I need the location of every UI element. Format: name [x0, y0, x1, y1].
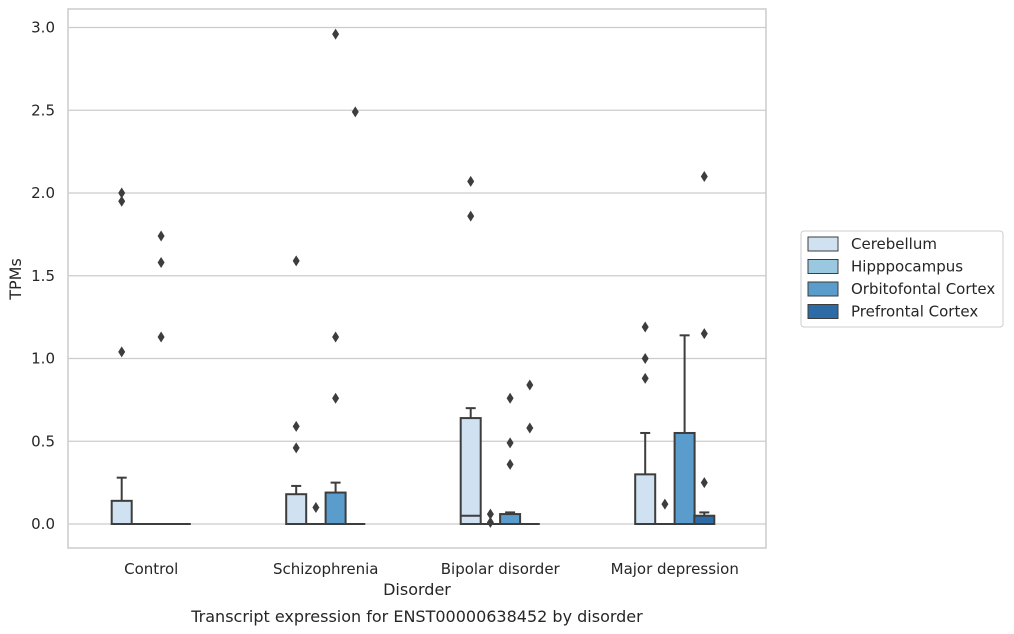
outlier-point	[467, 210, 475, 222]
legend-label: Orbitofontal Cortex	[851, 280, 995, 298]
outlier-point	[486, 508, 494, 520]
legend-swatch	[807, 236, 839, 252]
x-tick-label: Control	[124, 560, 178, 578]
outlier-point	[118, 187, 126, 199]
outlier-point	[641, 372, 649, 384]
box	[110, 499, 133, 525]
legend-label: Hipppocampus	[851, 258, 963, 276]
outlier-point	[506, 458, 514, 470]
legend-swatch	[807, 281, 839, 297]
legend-label: Prefrontal Cortex	[851, 303, 978, 321]
box-group	[480, 508, 501, 528]
outlier-point	[526, 422, 534, 434]
y-tick-label: 2.5	[31, 101, 55, 119]
box-marks	[110, 28, 716, 528]
y-axis-ticks: 0.0 0.5 1.0 1.5 2.0 2.5 3.0	[31, 19, 55, 534]
box-group	[673, 334, 696, 526]
y-tick-label: 0.5	[31, 432, 55, 450]
box-group	[110, 187, 133, 525]
box-group	[654, 498, 675, 525]
x-tick-label: Bipolar disorder	[441, 560, 561, 578]
outlier-point	[486, 516, 494, 528]
outlier-point	[526, 379, 534, 391]
box-group	[634, 321, 657, 526]
outlier-point	[118, 195, 126, 207]
y-tick-label: 2.0	[31, 184, 55, 202]
outlier-point	[118, 346, 126, 358]
outlier-point	[700, 328, 708, 340]
chart-title: Transcript expression for ENST0000063845…	[190, 607, 643, 626]
outlier-point	[292, 255, 300, 267]
outlier-point	[157, 257, 165, 269]
box-group	[519, 379, 540, 525]
outlier-point	[661, 498, 669, 510]
box	[693, 514, 716, 525]
outlier-point	[292, 442, 300, 454]
x-tick-label: Schizophrenia	[273, 560, 378, 578]
box	[634, 473, 657, 526]
legend-label: Cerebellum	[851, 235, 937, 253]
legend-frame	[800, 230, 1004, 328]
box-group	[305, 501, 326, 525]
outlier-point	[332, 392, 340, 404]
outlier-point	[700, 170, 708, 182]
box	[459, 417, 482, 525]
plot-frame	[67, 8, 767, 549]
outlier-point	[292, 420, 300, 432]
box	[324, 491, 347, 525]
box-group	[345, 106, 366, 525]
outlier-point	[157, 331, 165, 343]
outlier-point	[351, 106, 359, 118]
outlier-point	[312, 501, 320, 513]
outlier-point	[332, 331, 340, 343]
outlier-point	[506, 437, 514, 449]
y-tick-label: 1.5	[31, 267, 55, 285]
box-group	[324, 28, 347, 525]
outlier-point	[332, 28, 340, 40]
legend-swatch	[807, 259, 839, 274]
box-group	[499, 392, 522, 526]
legend: Cerebellum Hipppocampus Orbitofontal Corte…	[800, 230, 1004, 328]
box	[499, 513, 522, 526]
outlier-point	[467, 175, 475, 187]
outlier-point	[700, 477, 708, 489]
outlier-point	[641, 353, 649, 364]
box-group	[285, 255, 308, 525]
outlier-point	[641, 321, 649, 333]
gridlines	[68, 26, 766, 525]
x-tick-label: Major depression	[611, 560, 739, 578]
box-group	[151, 230, 172, 525]
outlier-point	[506, 392, 514, 404]
outlier-point	[157, 230, 165, 242]
box	[285, 493, 308, 525]
box	[673, 431, 696, 526]
y-tick-label: 3.0	[31, 19, 55, 37]
legend-swatch	[807, 304, 839, 319]
x-axis-ticks: Control Schizophrenia Bipolar disorder Majo…	[124, 560, 739, 578]
box-group	[693, 170, 716, 525]
box-group	[459, 175, 482, 525]
y-tick-label: 1.0	[31, 350, 55, 368]
y-tick-label: 0.0	[31, 515, 55, 533]
y-axis-title: TPMs	[6, 258, 25, 301]
x-axis-title: Disorder	[383, 580, 451, 599]
